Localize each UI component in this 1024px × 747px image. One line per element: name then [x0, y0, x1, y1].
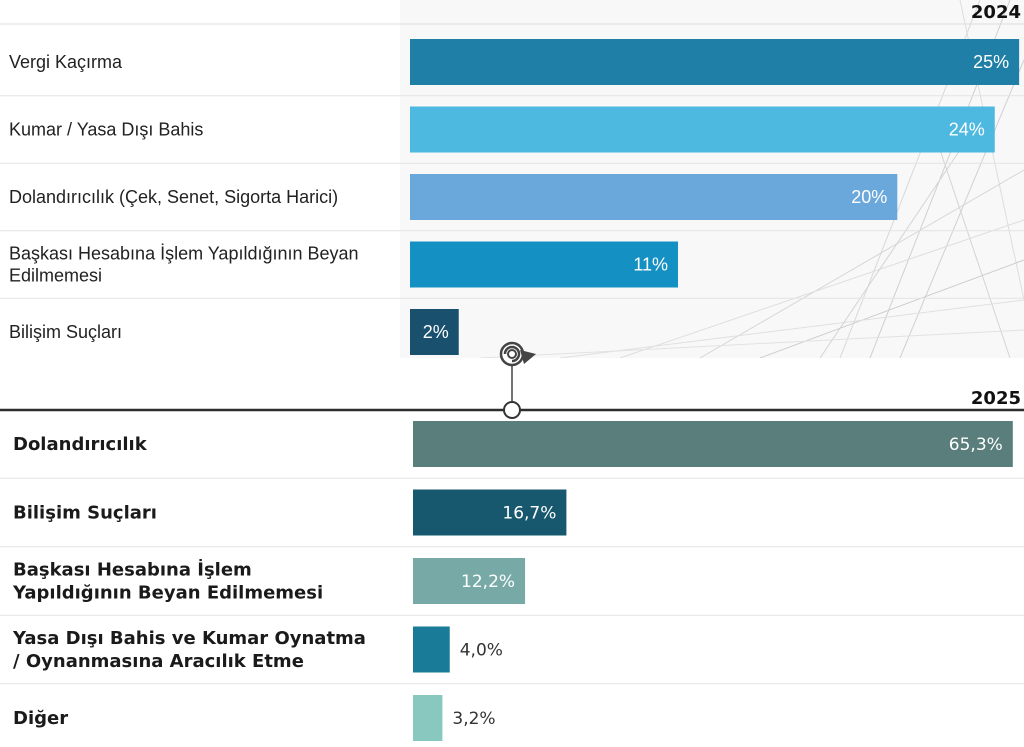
value-label-kumar-yasa-disi-bahis: 24% — [949, 120, 985, 140]
bar-bilisim-suclari — [410, 309, 459, 355]
chart-2025: 2025 Dolandırıcılık 65,3% Bilişim Suçları 1… — [0, 388, 1024, 741]
value-label-diger: 3,2% — [452, 709, 495, 729]
bar-dolandiricilik — [413, 421, 1013, 467]
year-label-2025: 2025 — [971, 388, 1021, 409]
category-label-bilisim-suclari: Bilişim Suçları — [13, 503, 157, 524]
value-label-bilisim-suclari: 2% — [423, 322, 449, 342]
bar-diger — [413, 695, 443, 741]
category-label-vergi-kacirma: Vergi Kaçırma — [9, 52, 123, 72]
category-label-bilisim-suclari: Bilişim Suçları — [9, 322, 122, 342]
bar-bilisim-suclari — [413, 489, 567, 536]
bar-baskasi-hesabina-islem-yapildiginin-beya — [410, 241, 679, 288]
refresh-arrow-icon — [499, 341, 536, 404]
year-label-2024: 2024 — [971, 2, 1021, 23]
category-label-diger: Diğer — [13, 708, 68, 729]
value-label-dolandiricilik-cek-senet-sigorta-harici: 20% — [851, 187, 887, 207]
value-label-baskasi-hesabina-islem-yapildiginin-beya: 12,2% — [461, 572, 515, 592]
value-label-baskasi-hesabina-islem-yapildiginin-beya: 11% — [633, 255, 668, 275]
bar-dolandiricilik-cek-senet-sigorta-harici — [410, 174, 898, 220]
category-label-baskasi-hesabina-islem-yapildiginin-beya: Başkası Hesabına İşlem Yapıldığının Beyan… — [12, 559, 323, 604]
bar-kumar-yasa-disi-bahis — [410, 106, 995, 153]
category-label-dolandiricilik-cek-senet-sigorta-harici: Dolandırıcılık (Çek, Senet, Sigorta Hari… — [9, 187, 338, 207]
bar-yasa-disi-bahis-ve-kumar-oynatma-oynanma — [413, 626, 450, 673]
value-label-vergi-kacirma: 25% — [973, 52, 1009, 72]
chart-2024: 2024 Vergi Kaçırma 25% Kumar / Yasa Dışı B… — [0, 2, 1024, 355]
category-label-yasa-disi-bahis-ve-kumar-oynatma-oynanma: Yasa Dışı Bahis ve Kumar Oynatma / Oynanm… — [12, 628, 366, 672]
category-label-baskasi-hesabina-islem-yapildiginin-beya: Başkası Hesabına İşlem Yapıldığının Beya… — [9, 244, 359, 286]
bar-vergi-kacirma — [410, 39, 1020, 85]
value-label-yasa-disi-bahis-ve-kumar-oynatma-oynanma: 4,0% — [460, 641, 503, 661]
category-label-dolandiricilik: Dolandırıcılık — [13, 434, 148, 455]
bar-baskasi-hesabina-islem-yapildiginin-beya — [413, 558, 526, 604]
category-label-kumar-yasa-disi-bahis: Kumar / Yasa Dışı Bahis — [9, 120, 203, 140]
value-label-bilisim-suclari: 16,7% — [502, 504, 556, 524]
value-label-dolandiricilik: 65,3% — [949, 435, 1003, 455]
